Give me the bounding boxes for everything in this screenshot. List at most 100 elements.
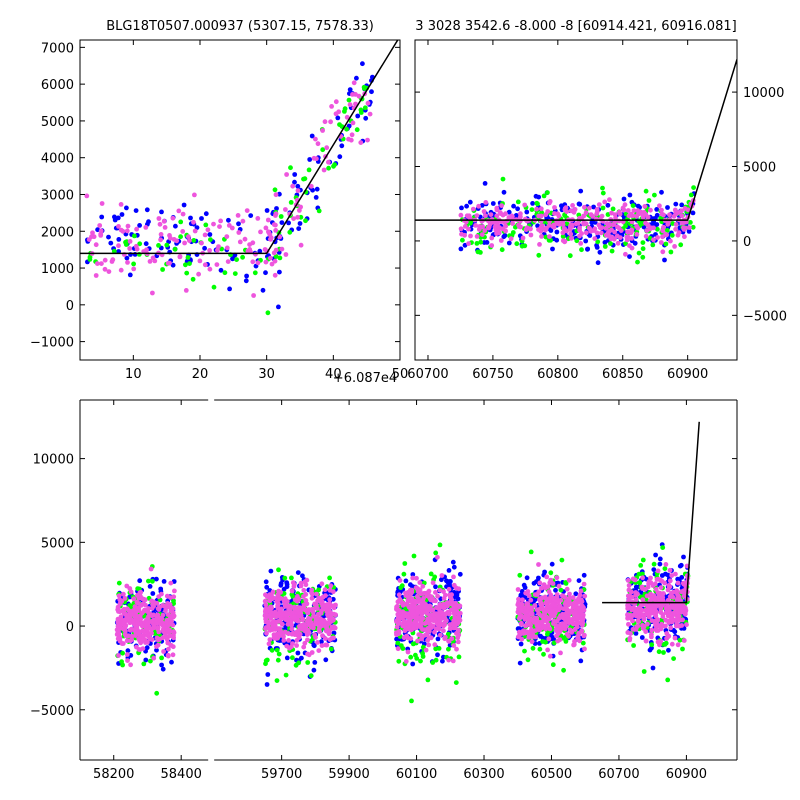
pink-point	[278, 606, 284, 612]
blue-point	[159, 662, 165, 668]
green-point	[222, 270, 228, 276]
pink-point	[306, 652, 312, 658]
pink-point	[284, 172, 289, 177]
pink-point	[236, 230, 242, 235]
pink-point	[405, 649, 411, 655]
pink-point	[428, 635, 434, 641]
pink-point	[399, 600, 405, 606]
pink-point	[659, 211, 665, 217]
green-point	[191, 238, 197, 243]
pink-point	[439, 573, 445, 578]
green-point	[276, 651, 282, 657]
green-point	[559, 557, 565, 563]
y-tick-label: 0	[743, 235, 751, 250]
pink-point	[149, 618, 155, 624]
pink-point	[365, 100, 371, 106]
blue-point	[170, 262, 176, 268]
pink-point	[414, 575, 419, 581]
pink-point	[166, 604, 172, 610]
pink-point	[432, 642, 438, 648]
pink-point	[568, 231, 574, 237]
green-point	[680, 646, 685, 652]
pink-point	[128, 638, 134, 644]
pink-point	[572, 610, 578, 616]
pink-point	[177, 254, 183, 260]
pink-point	[517, 611, 522, 616]
blue-point	[264, 208, 270, 213]
pink-point	[643, 629, 649, 634]
pink-point	[524, 613, 530, 618]
plot-area	[114, 421, 700, 704]
pink-point	[288, 604, 294, 610]
blue-point	[276, 304, 281, 310]
pink-point	[353, 92, 358, 97]
pink-point	[640, 623, 645, 628]
green-point	[664, 228, 670, 233]
pink-point	[311, 622, 316, 628]
green-point	[120, 650, 125, 656]
model-line	[80, 40, 399, 255]
pink-point	[430, 612, 435, 617]
pink-point	[665, 597, 671, 603]
pink-point	[406, 621, 412, 627]
blue-point	[284, 655, 290, 661]
pink-point	[263, 259, 269, 265]
pink-point	[408, 616, 413, 622]
pink-point	[250, 259, 256, 265]
pink-point	[303, 598, 309, 603]
green-point	[425, 677, 431, 683]
pink-point	[682, 206, 688, 211]
pink-point	[277, 626, 283, 631]
pink-point	[296, 618, 301, 624]
pink-point	[161, 649, 167, 654]
pink-point	[311, 613, 316, 619]
pink-point	[270, 589, 276, 595]
pink-point	[275, 619, 281, 624]
y-tick-label: 0	[66, 620, 74, 635]
pink-point	[660, 249, 666, 255]
pink-point	[187, 238, 192, 244]
pink-point	[331, 604, 337, 610]
green-point	[608, 241, 613, 247]
green-point	[600, 185, 605, 191]
green-point	[525, 657, 531, 663]
pink-point	[651, 225, 656, 231]
blue-point	[410, 572, 416, 577]
y-tick-label: −5000	[30, 704, 74, 719]
green-point	[638, 563, 644, 568]
pink-point	[202, 262, 208, 268]
pink-point	[124, 228, 130, 234]
pink-point	[456, 628, 461, 633]
green-point	[660, 545, 666, 550]
green-point	[600, 205, 606, 211]
pink-point	[441, 589, 446, 594]
green-point	[293, 662, 299, 668]
pink-point	[124, 652, 130, 657]
pink-point	[271, 635, 277, 640]
pink-point	[171, 594, 177, 600]
pink-point	[397, 620, 402, 626]
pink-point	[556, 213, 562, 219]
pink-point	[301, 587, 307, 593]
pink-point	[626, 587, 632, 593]
pink-series	[114, 554, 691, 668]
pink-point	[646, 581, 651, 587]
pink-point	[306, 630, 312, 635]
green-point	[159, 655, 165, 661]
pink-point	[160, 603, 166, 608]
green-point	[658, 215, 664, 221]
green-point	[433, 657, 439, 663]
green-point	[650, 242, 656, 248]
blue-point	[112, 214, 117, 220]
blue-point	[501, 189, 507, 195]
pink-point	[289, 622, 294, 628]
pink-point	[665, 613, 671, 619]
pink-point	[545, 647, 550, 653]
pink-point	[273, 247, 279, 253]
blue-point	[150, 591, 156, 596]
pink-point	[560, 230, 566, 236]
blue-point	[538, 633, 543, 639]
green-point	[550, 662, 556, 668]
pink-point	[281, 638, 287, 643]
pink-point	[324, 628, 329, 634]
